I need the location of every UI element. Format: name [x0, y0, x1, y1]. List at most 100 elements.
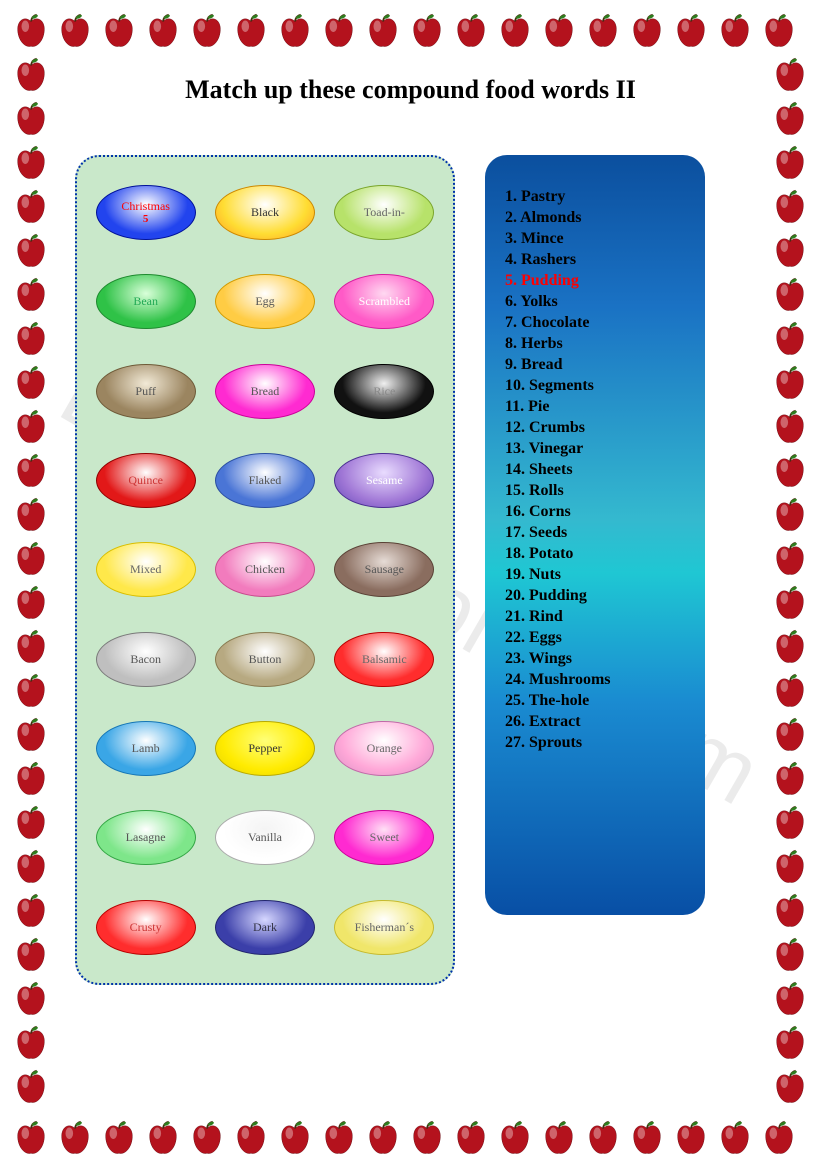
list-item[interactable]: 5. Pudding: [505, 272, 685, 290]
list-item-sep: .: [521, 629, 529, 646]
list-item-sep: .: [513, 314, 521, 331]
word-bubble[interactable]: Dark: [215, 900, 315, 955]
list-item-number: 24: [505, 671, 521, 688]
word-bubble[interactable]: Lasagne: [96, 810, 196, 865]
list-item-sep: .: [521, 692, 529, 709]
list-item-label: Seeds: [529, 524, 567, 541]
word-bubble[interactable]: Sweet: [334, 810, 434, 865]
word-bubble[interactable]: Vanilla: [215, 810, 315, 865]
apple-icon: [188, 12, 226, 50]
list-item-number: 14: [505, 461, 521, 478]
list-item[interactable]: 25. The-hole: [505, 692, 685, 710]
list-item-sep: .: [521, 377, 529, 394]
bubble-label: Black: [251, 206, 279, 219]
word-bubble[interactable]: Christmas5: [96, 185, 196, 240]
apple-icon: [320, 12, 358, 50]
word-bubble[interactable]: Sausage: [334, 542, 434, 597]
list-item[interactable]: 6. Yolks: [505, 293, 685, 311]
word-bubble[interactable]: Lamb: [96, 721, 196, 776]
list-item[interactable]: 10. Segments: [505, 377, 685, 395]
list-item[interactable]: 1. Pastry: [505, 188, 685, 206]
list-item-number: 22: [505, 629, 521, 646]
apple-icon: [771, 716, 809, 754]
bubble-label: Christmas: [121, 200, 170, 213]
list-item[interactable]: 9. Bread: [505, 356, 685, 374]
word-bubble[interactable]: Egg: [215, 274, 315, 329]
apple-icon: [771, 232, 809, 270]
word-bubble[interactable]: Black: [215, 185, 315, 240]
word-bubble[interactable]: Rice: [334, 364, 434, 419]
apple-icon: [540, 12, 578, 50]
word-bubble[interactable]: Bean: [96, 274, 196, 329]
word-bubble[interactable]: Bacon: [96, 632, 196, 687]
apple-icon: [771, 56, 809, 94]
list-item-sep: .: [513, 335, 521, 352]
apple-icon: [364, 1119, 402, 1157]
apple-icon: [771, 672, 809, 710]
list-item[interactable]: 3. Mince: [505, 230, 685, 248]
word-bubble[interactable]: Scrambled: [334, 274, 434, 329]
list-item[interactable]: 17. Seeds: [505, 524, 685, 542]
apple-icon: [12, 452, 50, 490]
list-item[interactable]: 18. Potato: [505, 545, 685, 563]
list-item-sep: .: [521, 482, 529, 499]
bubble-label: Sweet: [370, 831, 399, 844]
word-bubble[interactable]: Chicken: [215, 542, 315, 597]
list-item[interactable]: 21. Rind: [505, 608, 685, 626]
list-item[interactable]: 15. Rolls: [505, 482, 685, 500]
list-item[interactable]: 8. Herbs: [505, 335, 685, 353]
word-bubble[interactable]: Balsamic: [334, 632, 434, 687]
page-title: Match up these compound food words II: [55, 75, 766, 105]
list-item[interactable]: 27. Sprouts: [505, 734, 685, 752]
word-bubble[interactable]: Orange: [334, 721, 434, 776]
apple-icon: [12, 496, 50, 534]
apple-icon: [760, 1119, 798, 1157]
list-item[interactable]: 26. Extract: [505, 713, 685, 731]
list-item[interactable]: 7. Chocolate: [505, 314, 685, 332]
apple-icon: [716, 12, 754, 50]
list-item[interactable]: 22. Eggs: [505, 629, 685, 647]
apple-icon: [771, 320, 809, 358]
list-item[interactable]: 11. Pie: [505, 398, 685, 416]
list-item-sep: .: [521, 503, 529, 520]
list-item[interactable]: 13. Vinegar: [505, 440, 685, 458]
list-item[interactable]: 4. Rashers: [505, 251, 685, 269]
apple-icon: [771, 100, 809, 138]
list-item-label: Yolks: [520, 293, 557, 310]
list-item[interactable]: 2. Almonds: [505, 209, 685, 227]
word-bubble[interactable]: Sesame: [334, 453, 434, 508]
apple-icon: [771, 980, 809, 1018]
list-item-sep: .: [521, 734, 529, 751]
word-bubble[interactable]: Crusty: [96, 900, 196, 955]
list-item[interactable]: 19. Nuts: [505, 566, 685, 584]
list-item[interactable]: 12. Crumbs: [505, 419, 685, 437]
word-bubble[interactable]: Puff: [96, 364, 196, 419]
bubble-label: Pepper: [248, 742, 281, 755]
word-bubble[interactable]: Fisherman´s: [334, 900, 434, 955]
word-bubble[interactable]: Button: [215, 632, 315, 687]
word-bubble[interactable]: Bread: [215, 364, 315, 419]
list-item[interactable]: 20. Pudding: [505, 587, 685, 605]
word-bubble[interactable]: Toad-in-: [334, 185, 434, 240]
bubble-label: Rice: [373, 385, 395, 398]
list-item-label: Pie: [528, 398, 549, 415]
bubble-label: Crusty: [130, 921, 162, 934]
bubble-label: Vanilla: [248, 831, 282, 844]
apple-icon: [232, 1119, 270, 1157]
word-bubble[interactable]: Flaked: [215, 453, 315, 508]
list-item-number: 3: [505, 230, 513, 247]
apple-icon: [716, 1119, 754, 1157]
list-item[interactable]: 23. Wings: [505, 650, 685, 668]
list-item[interactable]: 14. Sheets: [505, 461, 685, 479]
word-bubble[interactable]: Mixed: [96, 542, 196, 597]
apple-icon: [12, 1024, 50, 1062]
word-bubble[interactable]: Pepper: [215, 721, 315, 776]
apple-icon: [12, 584, 50, 622]
list-item-number: 23: [505, 650, 521, 667]
word-bubble[interactable]: Quince: [96, 453, 196, 508]
list-item-sep: .: [521, 419, 529, 436]
apple-icon: [771, 188, 809, 226]
list-item[interactable]: 24. Mushrooms: [505, 671, 685, 689]
bubble-label: Bread: [251, 385, 280, 398]
list-item[interactable]: 16. Corns: [505, 503, 685, 521]
